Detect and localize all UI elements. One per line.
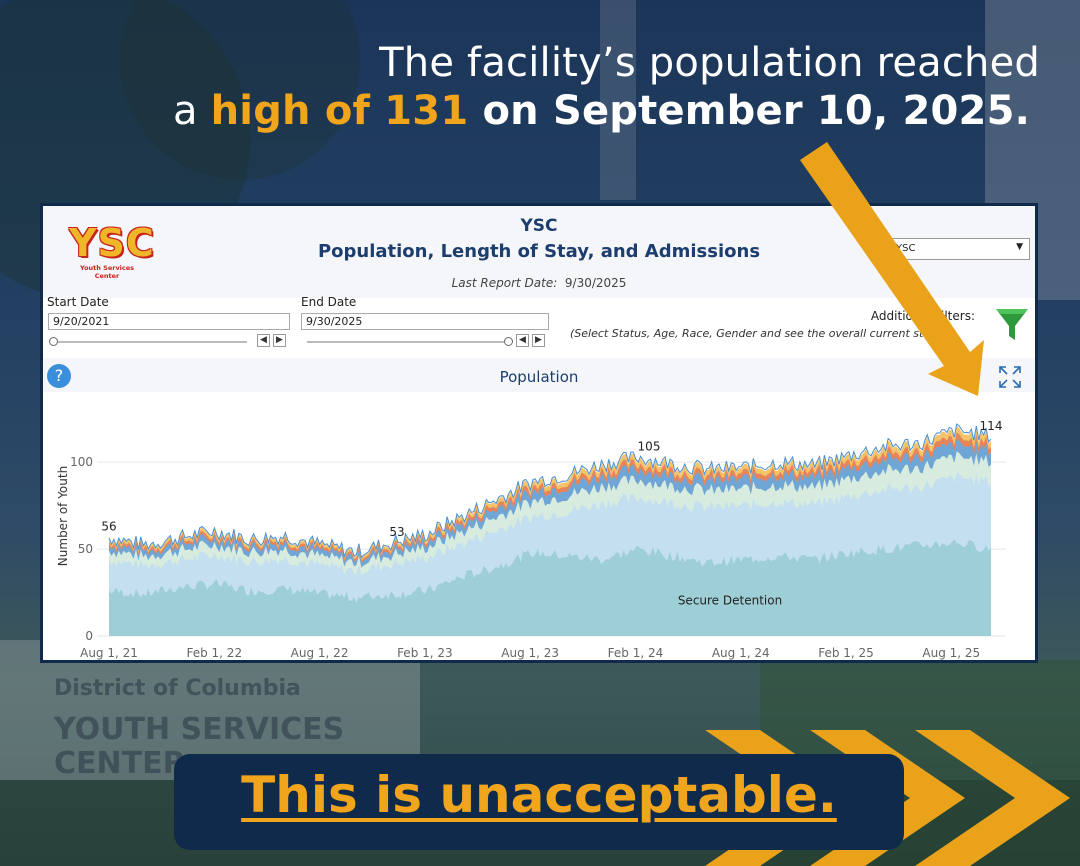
start-next-icon[interactable]: ▶ <box>273 334 286 347</box>
headline-prefix: a <box>172 88 211 134</box>
total-line <box>108 423 992 559</box>
headline-suffix: on September 10, 2025. <box>468 88 1030 134</box>
secure-detention-label: Secure Detention <box>678 594 782 608</box>
chevron-down-icon: ▼ <box>1016 242 1023 252</box>
sign-text-district: District of Columbia <box>54 676 301 701</box>
x-tick-label: Aug 1, 25 <box>922 646 980 660</box>
logo-text: YSC <box>69 221 155 265</box>
annotation-label: 114 <box>980 419 1003 433</box>
ysc-logo: YSC Youth Services Center <box>69 221 155 280</box>
headline-highlight: high of 131 <box>210 88 469 134</box>
dashboard-screenshot: YSC Youth Services Center YSC Population… <box>40 203 1038 663</box>
start-prev-icon[interactable]: ◀ <box>257 334 270 347</box>
x-tick-label: Aug 1, 24 <box>712 646 770 660</box>
dashboard-subtitle: Population, Length of Stay, and Admissio… <box>317 241 761 262</box>
x-tick-label: Feb 1, 25 <box>818 646 874 660</box>
banner-text: This is unacceptable. <box>241 766 837 824</box>
end-date-label: End Date <box>301 295 357 309</box>
help-icon[interactable]: ? <box>47 364 71 388</box>
start-date-label: Start Date <box>47 295 109 309</box>
end-date-slider-handle[interactable] <box>504 337 513 346</box>
x-tick-label: Aug 1, 22 <box>291 646 349 660</box>
start-date-input[interactable]: 9/20/2021 <box>48 313 290 330</box>
population-chart: 0 50 100 Secure Detention Aug 1, 21 Feb 1, … <box>56 419 1006 660</box>
x-tick-label: Feb 1, 23 <box>397 646 453 660</box>
population-title: Population <box>499 368 579 386</box>
secure-detention-area <box>109 539 991 636</box>
logo-caption: Youth Services Center <box>79 264 135 280</box>
annotation-label: 56 <box>101 520 116 534</box>
start-date-slider[interactable] <box>53 341 247 343</box>
report-date-label: Last Report Date: <box>451 276 558 290</box>
end-prev-icon[interactable]: ◀ <box>516 334 529 347</box>
funnel-icon[interactable] <box>995 306 1029 342</box>
annotation-label: 53 <box>389 525 404 539</box>
sign-text-center: CENTER <box>54 746 186 781</box>
end-date-input[interactable]: 9/30/2025 <box>301 313 549 330</box>
x-tick-label: Feb 1, 24 <box>608 646 664 660</box>
headline-line-2: a high of 131 on September 10, 2025. <box>173 88 1030 134</box>
headline-line-1: The facility’s population reached <box>379 40 1040 86</box>
end-date-slider[interactable] <box>307 341 507 343</box>
x-tick-label: Aug 1, 23 <box>501 646 559 660</box>
y-tick-label: 0 <box>85 629 93 643</box>
y-tick-label: 100 <box>70 455 93 469</box>
report-date-value: 9/30/2025 <box>564 276 627 290</box>
start-date-slider-handle[interactable] <box>49 337 58 346</box>
annotation-label: 105 <box>638 440 661 454</box>
expand-icon[interactable] <box>997 364 1023 390</box>
x-tick-label: Feb 1, 22 <box>186 646 242 660</box>
x-tick-label: Aug 1, 21 <box>80 646 138 660</box>
y-tick-label: 50 <box>78 542 93 556</box>
report-date-row: Last Report Date: 9/30/2025 <box>43 276 1035 290</box>
sign-text-youth-services: YOUTH SERVICES <box>54 712 345 747</box>
end-next-icon[interactable]: ▶ <box>532 334 545 347</box>
dashboard-title: YSC <box>520 216 558 236</box>
y-axis-label: Number of Youth <box>56 466 70 566</box>
banner: This is unacceptable. <box>174 754 904 850</box>
